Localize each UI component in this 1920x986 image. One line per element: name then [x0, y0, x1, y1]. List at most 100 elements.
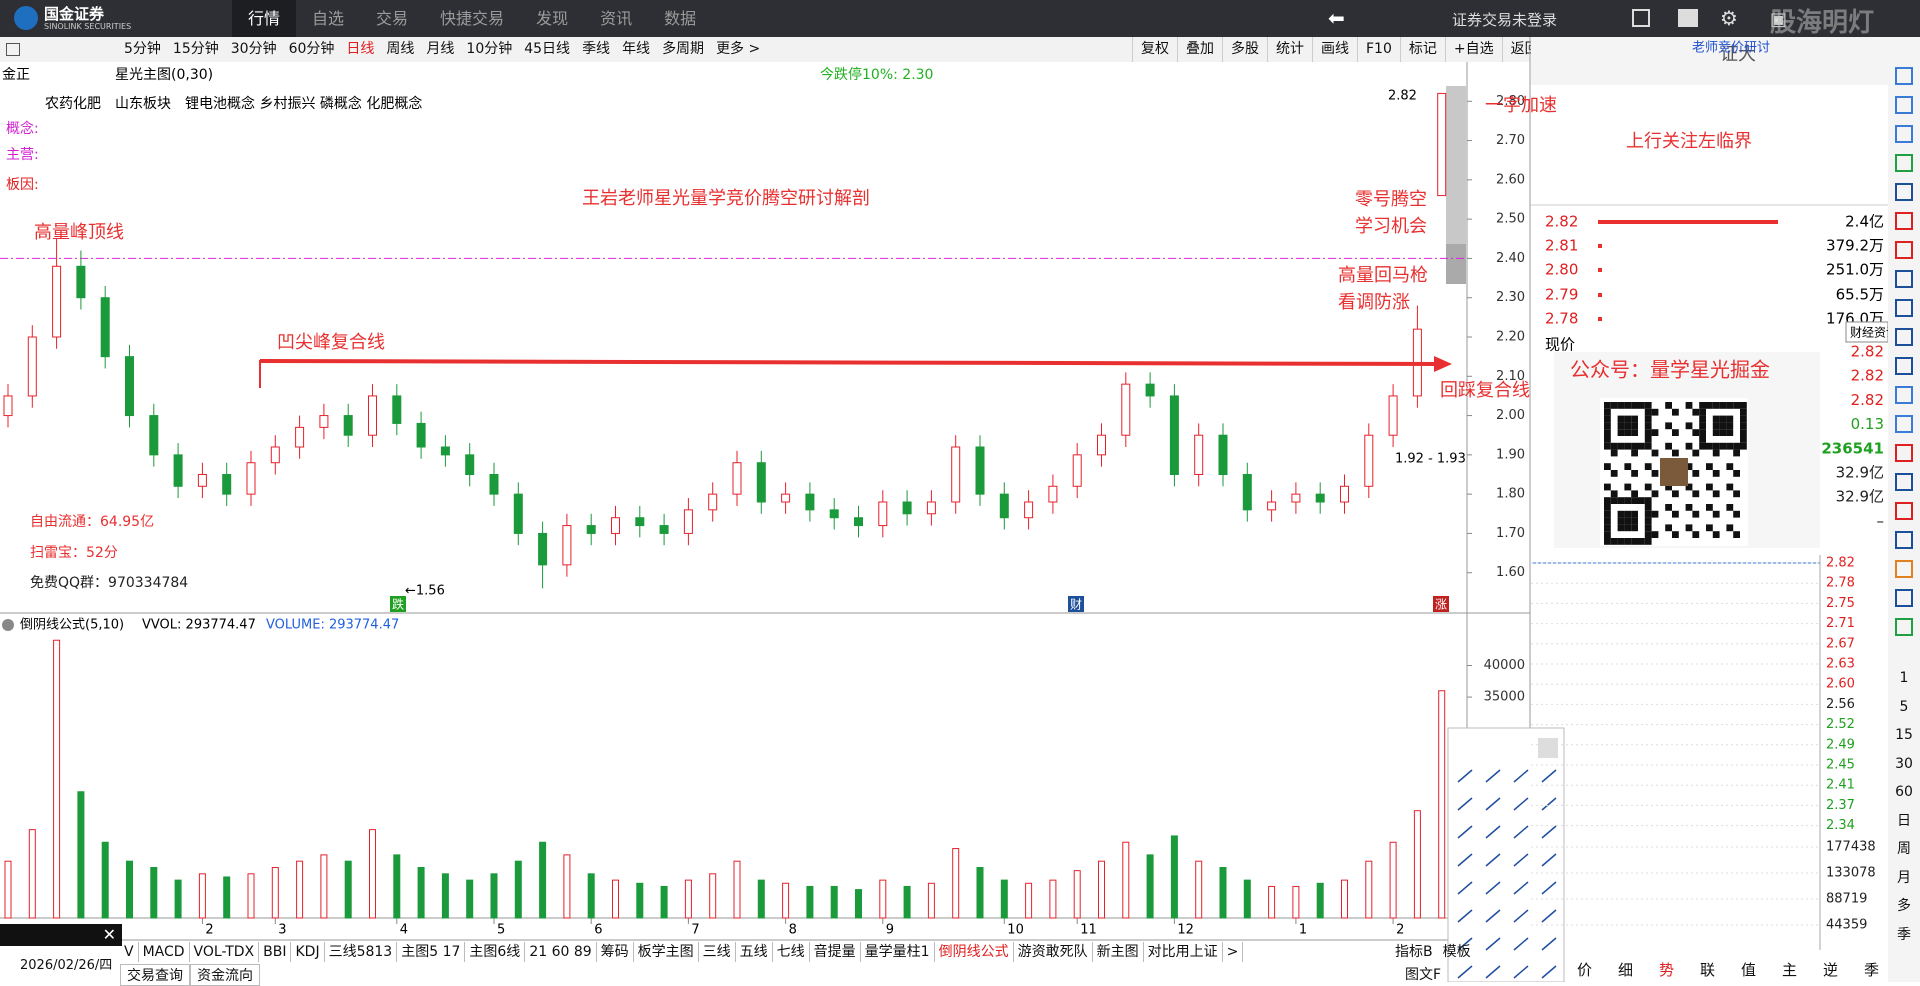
indicator-tab[interactable]: 五线 [736, 942, 773, 962]
action-button[interactable]: 多股 [1222, 37, 1267, 62]
indicator-tab[interactable]: 三线5813 [325, 942, 398, 962]
right-tab[interactable]: 值 [1740, 961, 1756, 979]
volume-bar [733, 860, 741, 919]
login-status[interactable]: 证券交易未登录 [1452, 11, 1558, 29]
action-button[interactable]: 统计 [1267, 37, 1312, 62]
action-button[interactable]: F10 [1357, 37, 1400, 62]
indicator-tab[interactable]: 三线 [699, 942, 736, 962]
bottom-link[interactable]: 资金流向 [190, 964, 260, 986]
period-tab[interactable]: 45日线 [524, 41, 571, 57]
indicator-tab[interactable]: 游资敢死队 [1014, 942, 1093, 962]
indicator-tab[interactable]: 音提量 [810, 942, 861, 962]
side-period[interactable]: 季 [1897, 926, 1911, 943]
icon[interactable] [1678, 9, 1698, 27]
main-tab[interactable]: 资讯 [600, 9, 633, 28]
action-button[interactable]: 复权 [1132, 37, 1177, 62]
action-button[interactable]: 画线 [1312, 37, 1357, 62]
icon[interactable] [1632, 9, 1650, 27]
right-tab[interactable]: 逆 [1822, 961, 1838, 979]
indicator-tab[interactable]: BBI [259, 942, 292, 962]
template-tab[interactable]: 模板 [1442, 944, 1471, 960]
period-tab[interactable]: 周线 [386, 41, 415, 57]
bid-volume: 65.5万 [1836, 286, 1884, 304]
qr-cell [1651, 408, 1659, 416]
qr-cell [1617, 524, 1625, 532]
x-tick-label: 8 [789, 923, 797, 938]
indicator-tab[interactable]: MACD [139, 942, 190, 962]
side-period[interactable]: 多 [1897, 898, 1911, 914]
period-tab[interactable]: 15分钟 [172, 41, 219, 57]
period-tab[interactable]: 5分钟 [124, 41, 161, 57]
period-tab[interactable]: 10分钟 [466, 41, 513, 57]
x-tick-label: 7 [691, 923, 699, 938]
indicator-tab[interactable]: KDJ [291, 942, 325, 962]
right-tab[interactable]: 细 [1617, 961, 1633, 979]
action-button[interactable]: +自选 [1444, 37, 1502, 62]
indicator-tab[interactable]: 对比用上证 [1144, 942, 1223, 962]
side-period[interactable]: 15 [1895, 727, 1913, 743]
main-tab[interactable]: 发现 [536, 9, 569, 28]
indicator-tab[interactable]: 板学主图 [634, 942, 699, 962]
side-period[interactable]: 1 [1899, 670, 1909, 686]
period-tab[interactable]: 30分钟 [230, 41, 277, 57]
right-tab[interactable]: 势 [1658, 961, 1674, 979]
volume-bar [417, 867, 425, 919]
tuwen[interactable]: 图文F [1405, 967, 1442, 983]
period-tab[interactable]: 日线 [346, 41, 375, 57]
qr-cell [1617, 422, 1625, 430]
side-period[interactable]: 日 [1897, 812, 1911, 829]
indicator-tab[interactable]: 主图5 17 [397, 942, 466, 962]
icon[interactable] [6, 43, 20, 56]
main-tab[interactable]: 交易 [376, 9, 409, 28]
main-tab[interactable]: 数据 [664, 9, 697, 28]
qr-cell [1685, 422, 1693, 430]
volume-bar [612, 879, 619, 919]
period-tab[interactable]: 60分钟 [288, 41, 335, 57]
right-tab[interactable]: 季 [1863, 961, 1879, 979]
indicator-tab[interactable]: 倒阴线公式 [935, 942, 1014, 962]
main-tab[interactable]: 快捷交易 [440, 9, 505, 28]
period-tab[interactable]: 月线 [426, 41, 455, 57]
main-tab[interactable]: 自选 [312, 9, 345, 28]
right-tab[interactable]: 主 [1781, 961, 1797, 979]
template-tab[interactable]: 指标B [1395, 944, 1433, 960]
side-period[interactable]: 60 [1895, 784, 1913, 800]
icon[interactable]: ▣ [1770, 9, 1788, 30]
right-tab[interactable]: 联 [1699, 961, 1715, 979]
tool-icon [1541, 825, 1557, 839]
indicator-tab[interactable]: 筹码 [597, 942, 634, 962]
quote-value: 2.82 [1851, 391, 1884, 409]
right-tab[interactable]: 价 [1576, 961, 1592, 979]
indicator-tab[interactable]: 21 60 89 [525, 942, 597, 962]
period-tab[interactable]: 更多 > [716, 41, 761, 57]
back-button[interactable]: ⬅ [1328, 6, 1345, 30]
side-period[interactable]: 周 [1897, 841, 1911, 857]
quote-value: – [1877, 512, 1885, 530]
indicator-tab[interactable]: 七线 [773, 942, 810, 962]
qr-cell [1644, 402, 1652, 409]
action-button[interactable]: 标记 [1399, 37, 1445, 62]
y-tick-label: 1.70 [1496, 526, 1525, 541]
side-period[interactable]: 5 [1899, 698, 1909, 715]
x-tick-label: 2 [1396, 923, 1404, 938]
side-period[interactable]: 30 [1895, 755, 1913, 772]
indicator-tab[interactable]: VOL-TDX [190, 942, 260, 962]
main-tab[interactable]: 行情 [232, 0, 297, 37]
side-period[interactable]: 月 [1897, 869, 1911, 886]
action-button[interactable]: 叠加 [1177, 37, 1222, 62]
indicator-tab[interactable]: V [120, 942, 139, 962]
indicator-tab[interactable]: 量学量柱1 [861, 942, 935, 962]
period-tab[interactable]: 年线 [622, 41, 651, 57]
indicator-tab[interactable]: 主图6线 [465, 942, 526, 962]
settings-icon[interactable]: ⚙ [1720, 6, 1738, 30]
qr-cell [1733, 531, 1740, 538]
indicator-tab[interactable]: > [1223, 942, 1244, 962]
qr-cell [1617, 517, 1625, 525]
period-tab[interactable]: 多周期 [662, 41, 705, 57]
period-tab[interactable]: 季线 [582, 41, 611, 57]
qr-cell [1712, 415, 1720, 423]
qr-cell [1610, 490, 1618, 498]
qr-cell [1604, 436, 1611, 443]
bottom-link[interactable]: 交易查询 [120, 964, 190, 986]
indicator-tab[interactable]: 新主图 [1093, 942, 1144, 962]
